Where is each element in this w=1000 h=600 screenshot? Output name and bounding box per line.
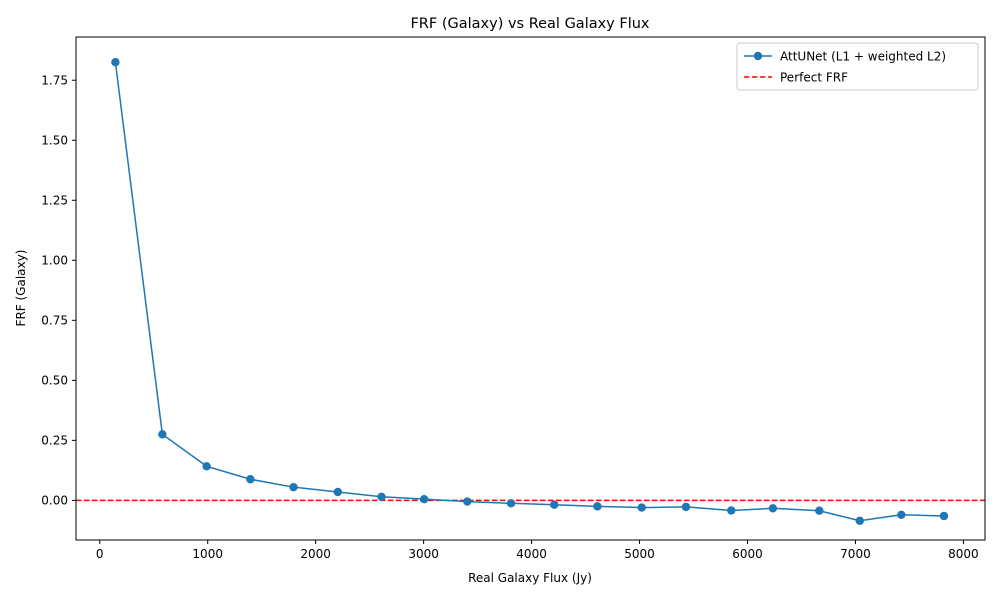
data-point bbox=[158, 430, 167, 439]
x-tick-label: 2000 bbox=[300, 547, 331, 561]
legend-series-label: AttUNet (L1 + weighted L2) bbox=[780, 50, 946, 64]
legend-series-swatch-marker bbox=[753, 51, 763, 61]
data-point bbox=[939, 511, 949, 521]
data-point bbox=[419, 494, 429, 504]
data-point bbox=[550, 500, 559, 509]
data-point bbox=[855, 516, 864, 525]
data-point bbox=[377, 492, 386, 501]
data-point bbox=[593, 502, 602, 511]
data-point bbox=[727, 506, 736, 515]
y-tick-label: 1.25 bbox=[41, 193, 68, 207]
y-tick-label: 1.50 bbox=[41, 133, 68, 147]
x-tick-label: 8000 bbox=[948, 547, 979, 561]
y-tick-label: 0.25 bbox=[41, 434, 68, 448]
legend-reference-label: Perfect FRF bbox=[780, 71, 848, 85]
x-tick-label: 5000 bbox=[624, 547, 655, 561]
y-tick-label: 0.50 bbox=[41, 374, 68, 388]
x-tick-label: 3000 bbox=[408, 547, 439, 561]
series-line bbox=[114, 62, 945, 522]
data-point bbox=[815, 506, 824, 515]
x-tick-label: 6000 bbox=[732, 547, 763, 561]
axes-frame bbox=[75, 36, 986, 541]
chart-title: FRF (Galaxy) vs Real Galaxy Flux bbox=[410, 16, 649, 32]
series-markers bbox=[111, 58, 949, 525]
x-axis-ticks: 0 1000 2000 3000 4000 5000 6000 7000 8000 bbox=[96, 540, 979, 561]
y-tick-label: 0.00 bbox=[41, 494, 68, 508]
x-tick-label: 7000 bbox=[840, 547, 871, 561]
data-point bbox=[463, 497, 472, 506]
x-tick-label: 1000 bbox=[192, 547, 223, 561]
data-point bbox=[506, 499, 516, 508]
data-point bbox=[897, 510, 906, 519]
y-tick-label: 1.00 bbox=[41, 253, 68, 267]
y-tick-label: 0.75 bbox=[41, 314, 68, 328]
legend: AttUNet (L1 + weighted L2) Perfect FRF bbox=[736, 42, 979, 91]
legend-box bbox=[736, 42, 979, 91]
data-point bbox=[681, 502, 691, 512]
x-tick-label: 0 bbox=[96, 547, 104, 561]
data-point bbox=[202, 462, 211, 471]
x-tick-label: 4000 bbox=[516, 547, 547, 561]
y-axis-label: FRF (Galaxy) bbox=[14, 250, 28, 327]
x-axis-label: Real Galaxy Flux (Jy) bbox=[468, 571, 592, 585]
data-point bbox=[768, 504, 778, 513]
plot-area bbox=[76, 58, 985, 525]
y-axis-ticks: 0.00 0.25 0.50 0.75 1.00 1.25 1.50 1.75 bbox=[41, 73, 76, 508]
data-point bbox=[246, 475, 255, 484]
data-point bbox=[289, 482, 298, 492]
data-point bbox=[111, 58, 120, 67]
y-tick-label: 1.75 bbox=[41, 73, 68, 87]
data-point bbox=[637, 503, 646, 512]
data-point bbox=[333, 487, 342, 497]
